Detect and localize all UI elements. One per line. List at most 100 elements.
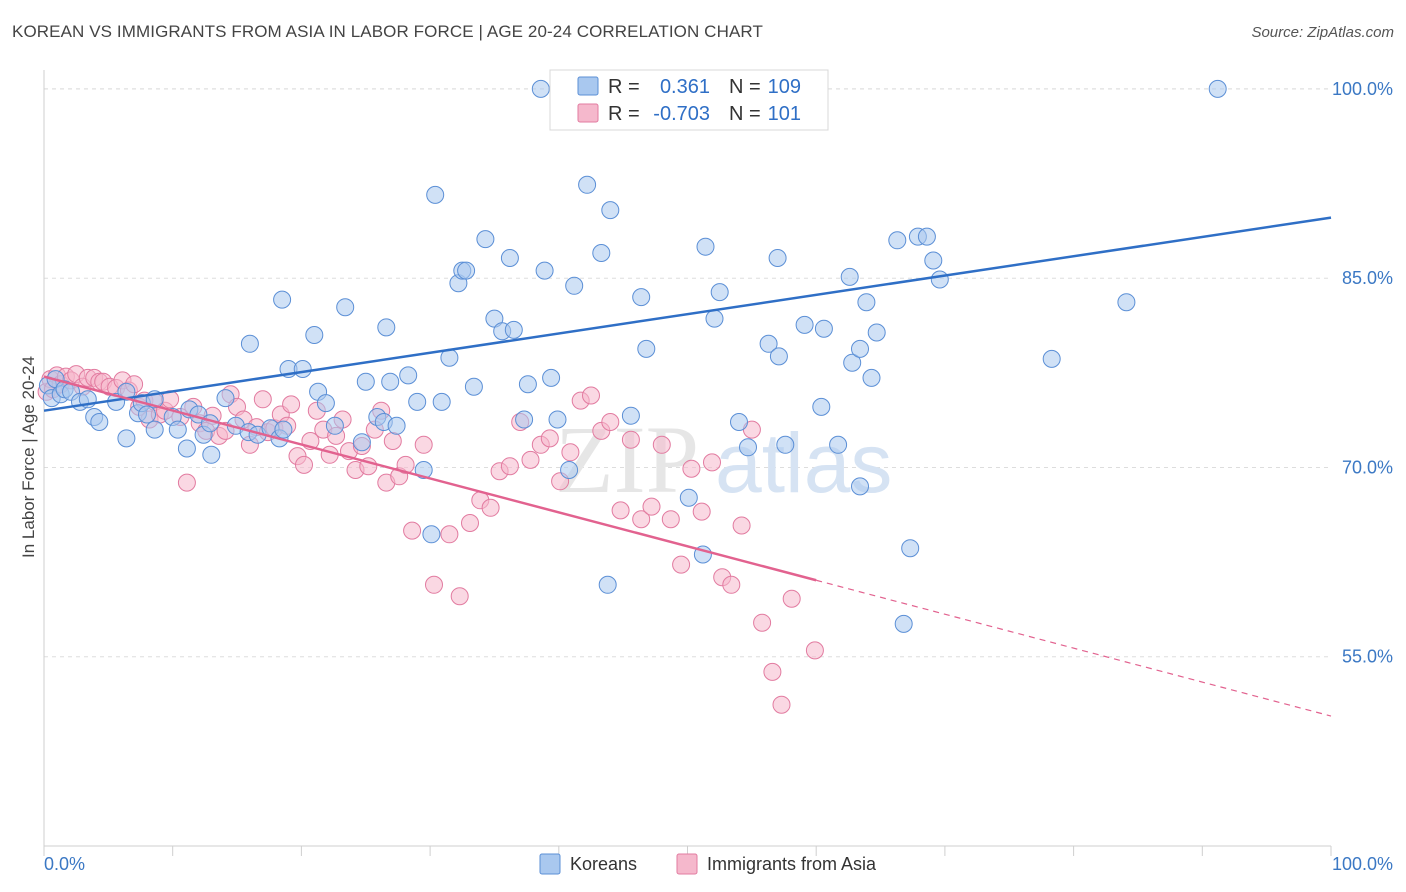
koreans-point: [476, 230, 495, 249]
immigrants-point: [396, 455, 415, 474]
bottom-legend-immigrants-swatch: [676, 853, 698, 875]
koreans-point: [812, 397, 831, 416]
tick-labels: 55.0% 70.0% 85.0% 100.0% 0.0% 100.0%: [44, 79, 1393, 874]
koreans-point: [769, 347, 788, 366]
koreans-point: [710, 283, 729, 302]
koreans-trend-line: [43, 216, 1332, 412]
koreans-point: [601, 201, 620, 220]
koreans-point: [117, 429, 136, 448]
legend-immigrants-r-value: -0.703: [653, 103, 710, 125]
immigrants-point: [621, 430, 640, 449]
legend-koreans-r-value: 0.361: [660, 76, 710, 98]
koreans-point: [759, 334, 778, 353]
koreans-point: [138, 405, 156, 424]
immigrants-point: [632, 510, 651, 529]
koreans-point: [924, 251, 943, 270]
bottom-legend-koreans-swatch: [539, 853, 561, 875]
immigrants-point: [540, 429, 559, 448]
koreans-point: [202, 445, 221, 464]
koreans-point: [168, 420, 187, 439]
koreans-point: [705, 309, 724, 328]
immigrants-point: [177, 473, 196, 492]
y-tick-label: 70.0%: [1342, 457, 1393, 477]
legend-immigrants-n-value: 101: [768, 103, 801, 125]
immigrants-point: [383, 432, 402, 450]
immigrants-point: [703, 453, 721, 472]
koreans-point: [565, 276, 584, 295]
trend-lines: [43, 216, 1332, 717]
chart-source: Source: ZipAtlas.com: [1251, 24, 1394, 41]
immigrants-trend-line: [43, 375, 817, 582]
koreans-point: [851, 477, 869, 496]
immigrants-point: [722, 575, 741, 594]
koreans-point: [457, 261, 476, 280]
koreans-point: [632, 288, 651, 307]
koreans-point: [426, 185, 445, 204]
immigrants-point: [661, 510, 680, 529]
series-koreans-points: [38, 79, 1227, 633]
immigrants-point: [753, 613, 772, 632]
legend-immigrants-swatch: [577, 103, 599, 123]
koreans-point: [500, 249, 519, 267]
koreans-point: [274, 420, 293, 439]
immigrants-point: [440, 525, 459, 544]
koreans-point: [387, 416, 406, 435]
koreans-point: [408, 392, 427, 411]
immigrants-point: [481, 498, 500, 517]
bottom-legend-koreans-label: Koreans: [570, 854, 637, 874]
legend-koreans-n-label: N =: [729, 76, 761, 98]
bottom-legend-immigrants-label: Immigrants from Asia: [707, 854, 877, 874]
immigrants-point: [282, 395, 301, 414]
immigrants-point: [682, 459, 701, 478]
immigrants-point: [652, 435, 671, 454]
x-tick-label: 100.0%: [1332, 854, 1393, 874]
koreans-point: [917, 227, 936, 246]
koreans-point: [422, 525, 441, 544]
koreans-point: [356, 372, 375, 391]
legend-box: R = 0.361 N = 109 R = -0.703 N = 101: [549, 69, 829, 131]
immigrants-point: [763, 662, 782, 681]
immigrants-point: [461, 514, 479, 532]
koreans-point: [592, 244, 611, 262]
koreans-point: [432, 392, 451, 411]
immigrants-trend-line-extension: [816, 579, 1332, 717]
bottom-legend: Koreans Immigrants from Asia: [539, 853, 877, 875]
koreans-point: [325, 416, 344, 435]
koreans-point: [201, 414, 219, 433]
koreans-point: [578, 175, 597, 194]
koreans-point: [352, 433, 371, 452]
koreans-point: [696, 237, 715, 256]
koreans-point: [867, 323, 886, 342]
legend-immigrants-n-label: N =: [729, 103, 761, 125]
koreans-point: [598, 575, 617, 594]
koreans-point: [336, 298, 355, 317]
koreans-point: [216, 389, 235, 408]
koreans-point: [862, 368, 881, 387]
koreans-point: [531, 79, 550, 98]
koreans-point: [542, 368, 561, 387]
koreans-point: [776, 435, 795, 454]
koreans-point: [535, 261, 554, 280]
immigrants-point: [582, 386, 600, 405]
legend-koreans-swatch: [577, 76, 599, 96]
koreans-point: [273, 290, 292, 309]
koreans-point: [240, 334, 259, 353]
koreans-point: [814, 319, 833, 338]
legend-koreans-n-value: 109: [768, 76, 801, 98]
immigrants-point: [732, 516, 751, 535]
x-tick-label: 0.0%: [44, 854, 85, 874]
koreans-point: [637, 339, 656, 358]
koreans-point: [894, 614, 913, 633]
koreans-point: [768, 249, 787, 267]
koreans-point: [901, 539, 920, 558]
immigrants-point: [772, 695, 791, 714]
immigrants-point: [782, 589, 801, 608]
immigrants-point: [403, 521, 422, 540]
grid-lines: [44, 88, 1331, 658]
immigrants-point: [295, 455, 313, 474]
koreans-point: [518, 375, 537, 394]
koreans-point: [316, 394, 335, 413]
koreans-point: [1117, 293, 1136, 312]
chart-title: KOREAN VS IMMIGRANTS FROM ASIA IN LABOR …: [12, 22, 763, 41]
